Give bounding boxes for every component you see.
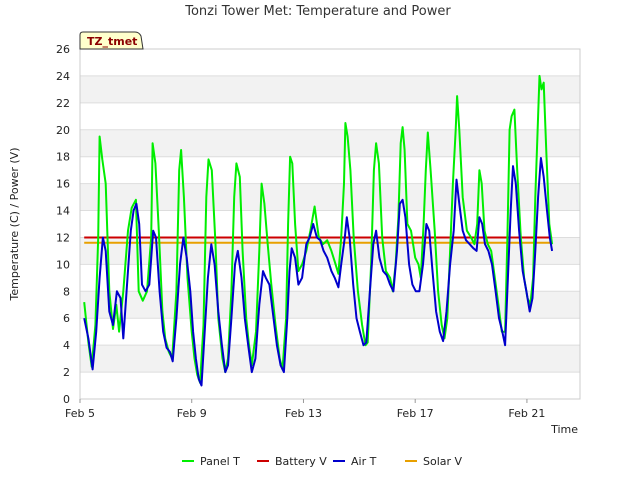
series-line-air-t bbox=[83, 157, 554, 387]
legend-label-panel-t: Panel T bbox=[200, 455, 240, 468]
badge-label: TZ_tmet bbox=[87, 35, 137, 48]
y-tick-label: 0 bbox=[63, 393, 70, 406]
plot-band bbox=[80, 75, 580, 103]
plot-band bbox=[80, 372, 580, 399]
x-tick-label: Feb 9 bbox=[177, 407, 207, 420]
y-tick-label: 6 bbox=[63, 312, 70, 325]
x-axis-label: Time bbox=[550, 423, 578, 436]
y-tick-label: 16 bbox=[56, 178, 70, 191]
x-tick-label: Feb 21 bbox=[508, 407, 545, 420]
legend-label-battery-v: Battery V bbox=[275, 455, 327, 468]
plot-band bbox=[80, 210, 580, 238]
y-tick-label: 18 bbox=[56, 151, 70, 164]
y-tick-label: 8 bbox=[63, 285, 70, 298]
y-axis-label: Temperature (C) / Power (V) bbox=[8, 147, 21, 301]
y-tick-label: 12 bbox=[56, 231, 70, 244]
x-tick-label: Feb 17 bbox=[397, 407, 434, 420]
legend-label-solar-v: Solar V bbox=[423, 455, 463, 468]
y-tick-label: 24 bbox=[56, 70, 70, 83]
plot-band bbox=[80, 345, 580, 373]
series-layer bbox=[83, 74, 554, 387]
x-tick-label: Feb 5 bbox=[65, 407, 95, 420]
y-tick-label: 20 bbox=[56, 124, 70, 137]
plot-band bbox=[80, 183, 580, 211]
y-tick-label: 26 bbox=[56, 43, 70, 56]
legend-label-air-t: Air T bbox=[351, 455, 377, 468]
plot-band bbox=[80, 237, 580, 265]
chart-title: Tonzi Tower Met: Temperature and Power bbox=[184, 4, 451, 19]
y-tick-label: 10 bbox=[56, 258, 70, 271]
y-tick-label: 2 bbox=[63, 366, 70, 379]
plot-band bbox=[80, 49, 580, 76]
y-tick-label: 4 bbox=[63, 339, 70, 352]
plot-band bbox=[80, 102, 580, 130]
x-tick-label: Feb 13 bbox=[285, 407, 322, 420]
x-axis-ticks: Feb 5 Feb 9 Feb 13 Feb 17 Feb 21 bbox=[65, 399, 545, 420]
plot-background bbox=[80, 49, 580, 399]
y-tick-label: 14 bbox=[56, 205, 70, 218]
plot-band bbox=[80, 129, 580, 157]
plot-frame bbox=[79, 48, 581, 400]
plot-band bbox=[80, 156, 580, 184]
legend: Panel T Battery V Air T Solar V bbox=[182, 455, 463, 468]
y-tick-label: 22 bbox=[56, 97, 70, 110]
site-badge: TZ_tmet bbox=[79, 31, 144, 50]
badge-shape bbox=[79, 31, 144, 50]
